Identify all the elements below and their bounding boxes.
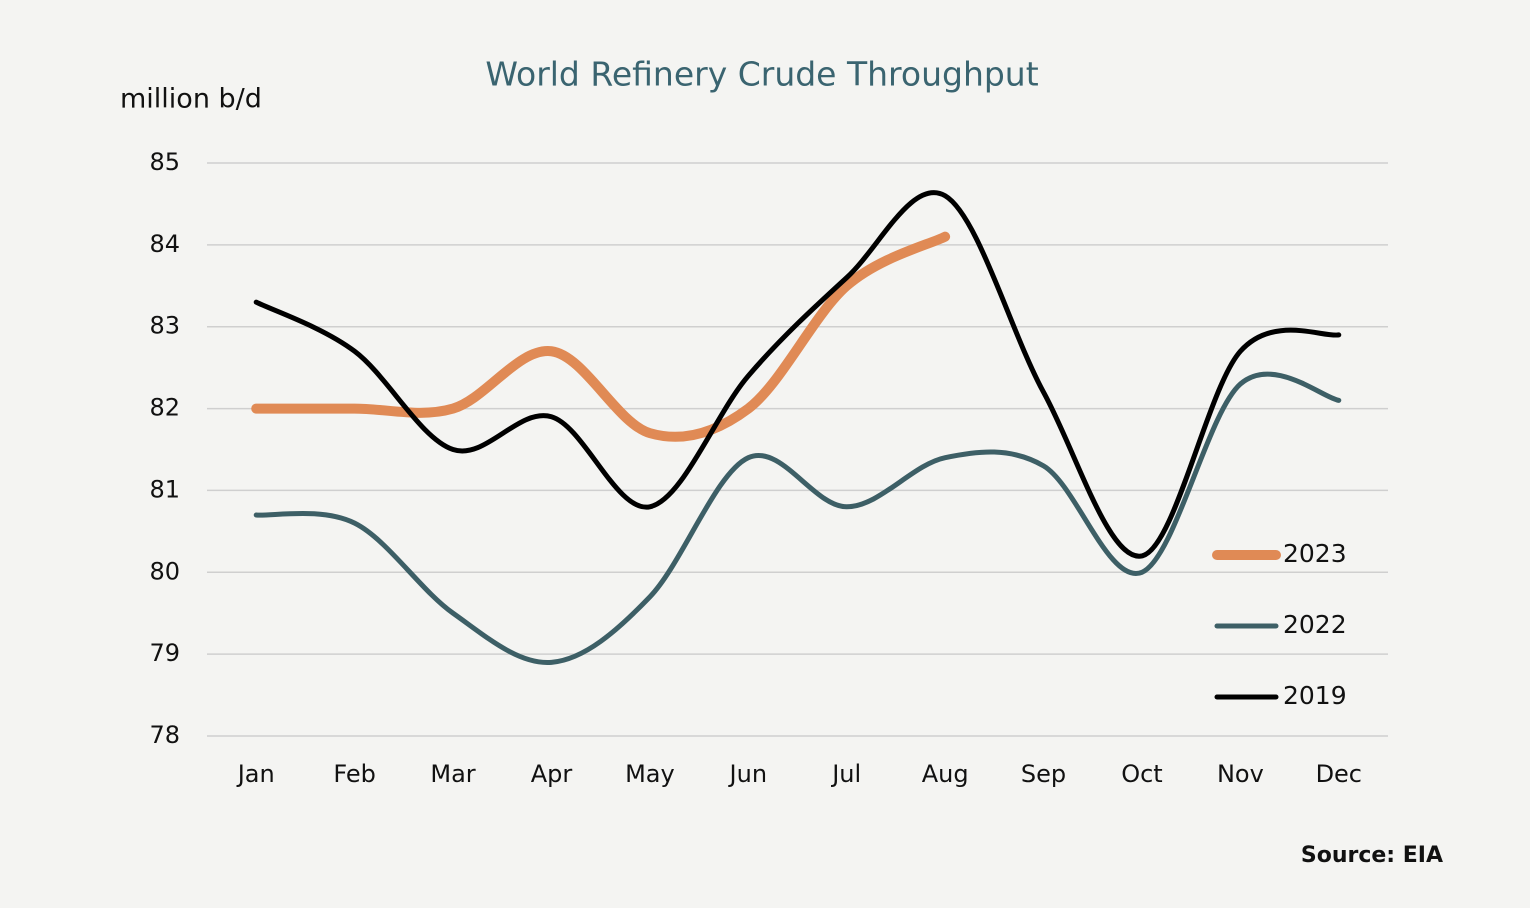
- chart-title: World Refinery Crude Throughput: [485, 55, 1038, 94]
- x-tick-label: Feb: [333, 760, 376, 788]
- y-tick-label: 78: [149, 721, 180, 749]
- y-tick-label: 83: [149, 312, 180, 340]
- x-tick-label: Jun: [728, 760, 768, 788]
- x-tick-label: Jul: [830, 760, 861, 788]
- legend-label: 2019: [1283, 681, 1347, 710]
- x-tick-label: Apr: [531, 760, 573, 788]
- y-axis-label: million b/d: [120, 84, 262, 115]
- x-tick-label: May: [625, 760, 675, 788]
- x-tick-label: Jan: [236, 760, 275, 788]
- y-tick-label: 82: [149, 394, 180, 422]
- series-line: [253, 371, 1342, 665]
- y-tick-label: 79: [149, 639, 180, 667]
- source: Source: EIA: [1301, 843, 1443, 868]
- legend-label: 2023: [1283, 539, 1347, 568]
- series-line: [253, 190, 1342, 559]
- y-tick-label: 80: [149, 557, 180, 585]
- x-tick-label: Sep: [1021, 760, 1066, 788]
- series-line: [251, 231, 951, 442]
- x-tick-label: Nov: [1217, 760, 1264, 788]
- y-tick-label: 85: [149, 148, 180, 176]
- x-tick-label: Aug: [922, 760, 969, 788]
- y-tick-label: 81: [149, 475, 180, 503]
- x-tick-label: Mar: [430, 760, 475, 788]
- x-tick-label: Dec: [1316, 760, 1362, 788]
- y-tick-label: 84: [149, 230, 180, 258]
- x-tick-label: Oct: [1121, 760, 1163, 788]
- legend-label: 2022: [1283, 610, 1347, 639]
